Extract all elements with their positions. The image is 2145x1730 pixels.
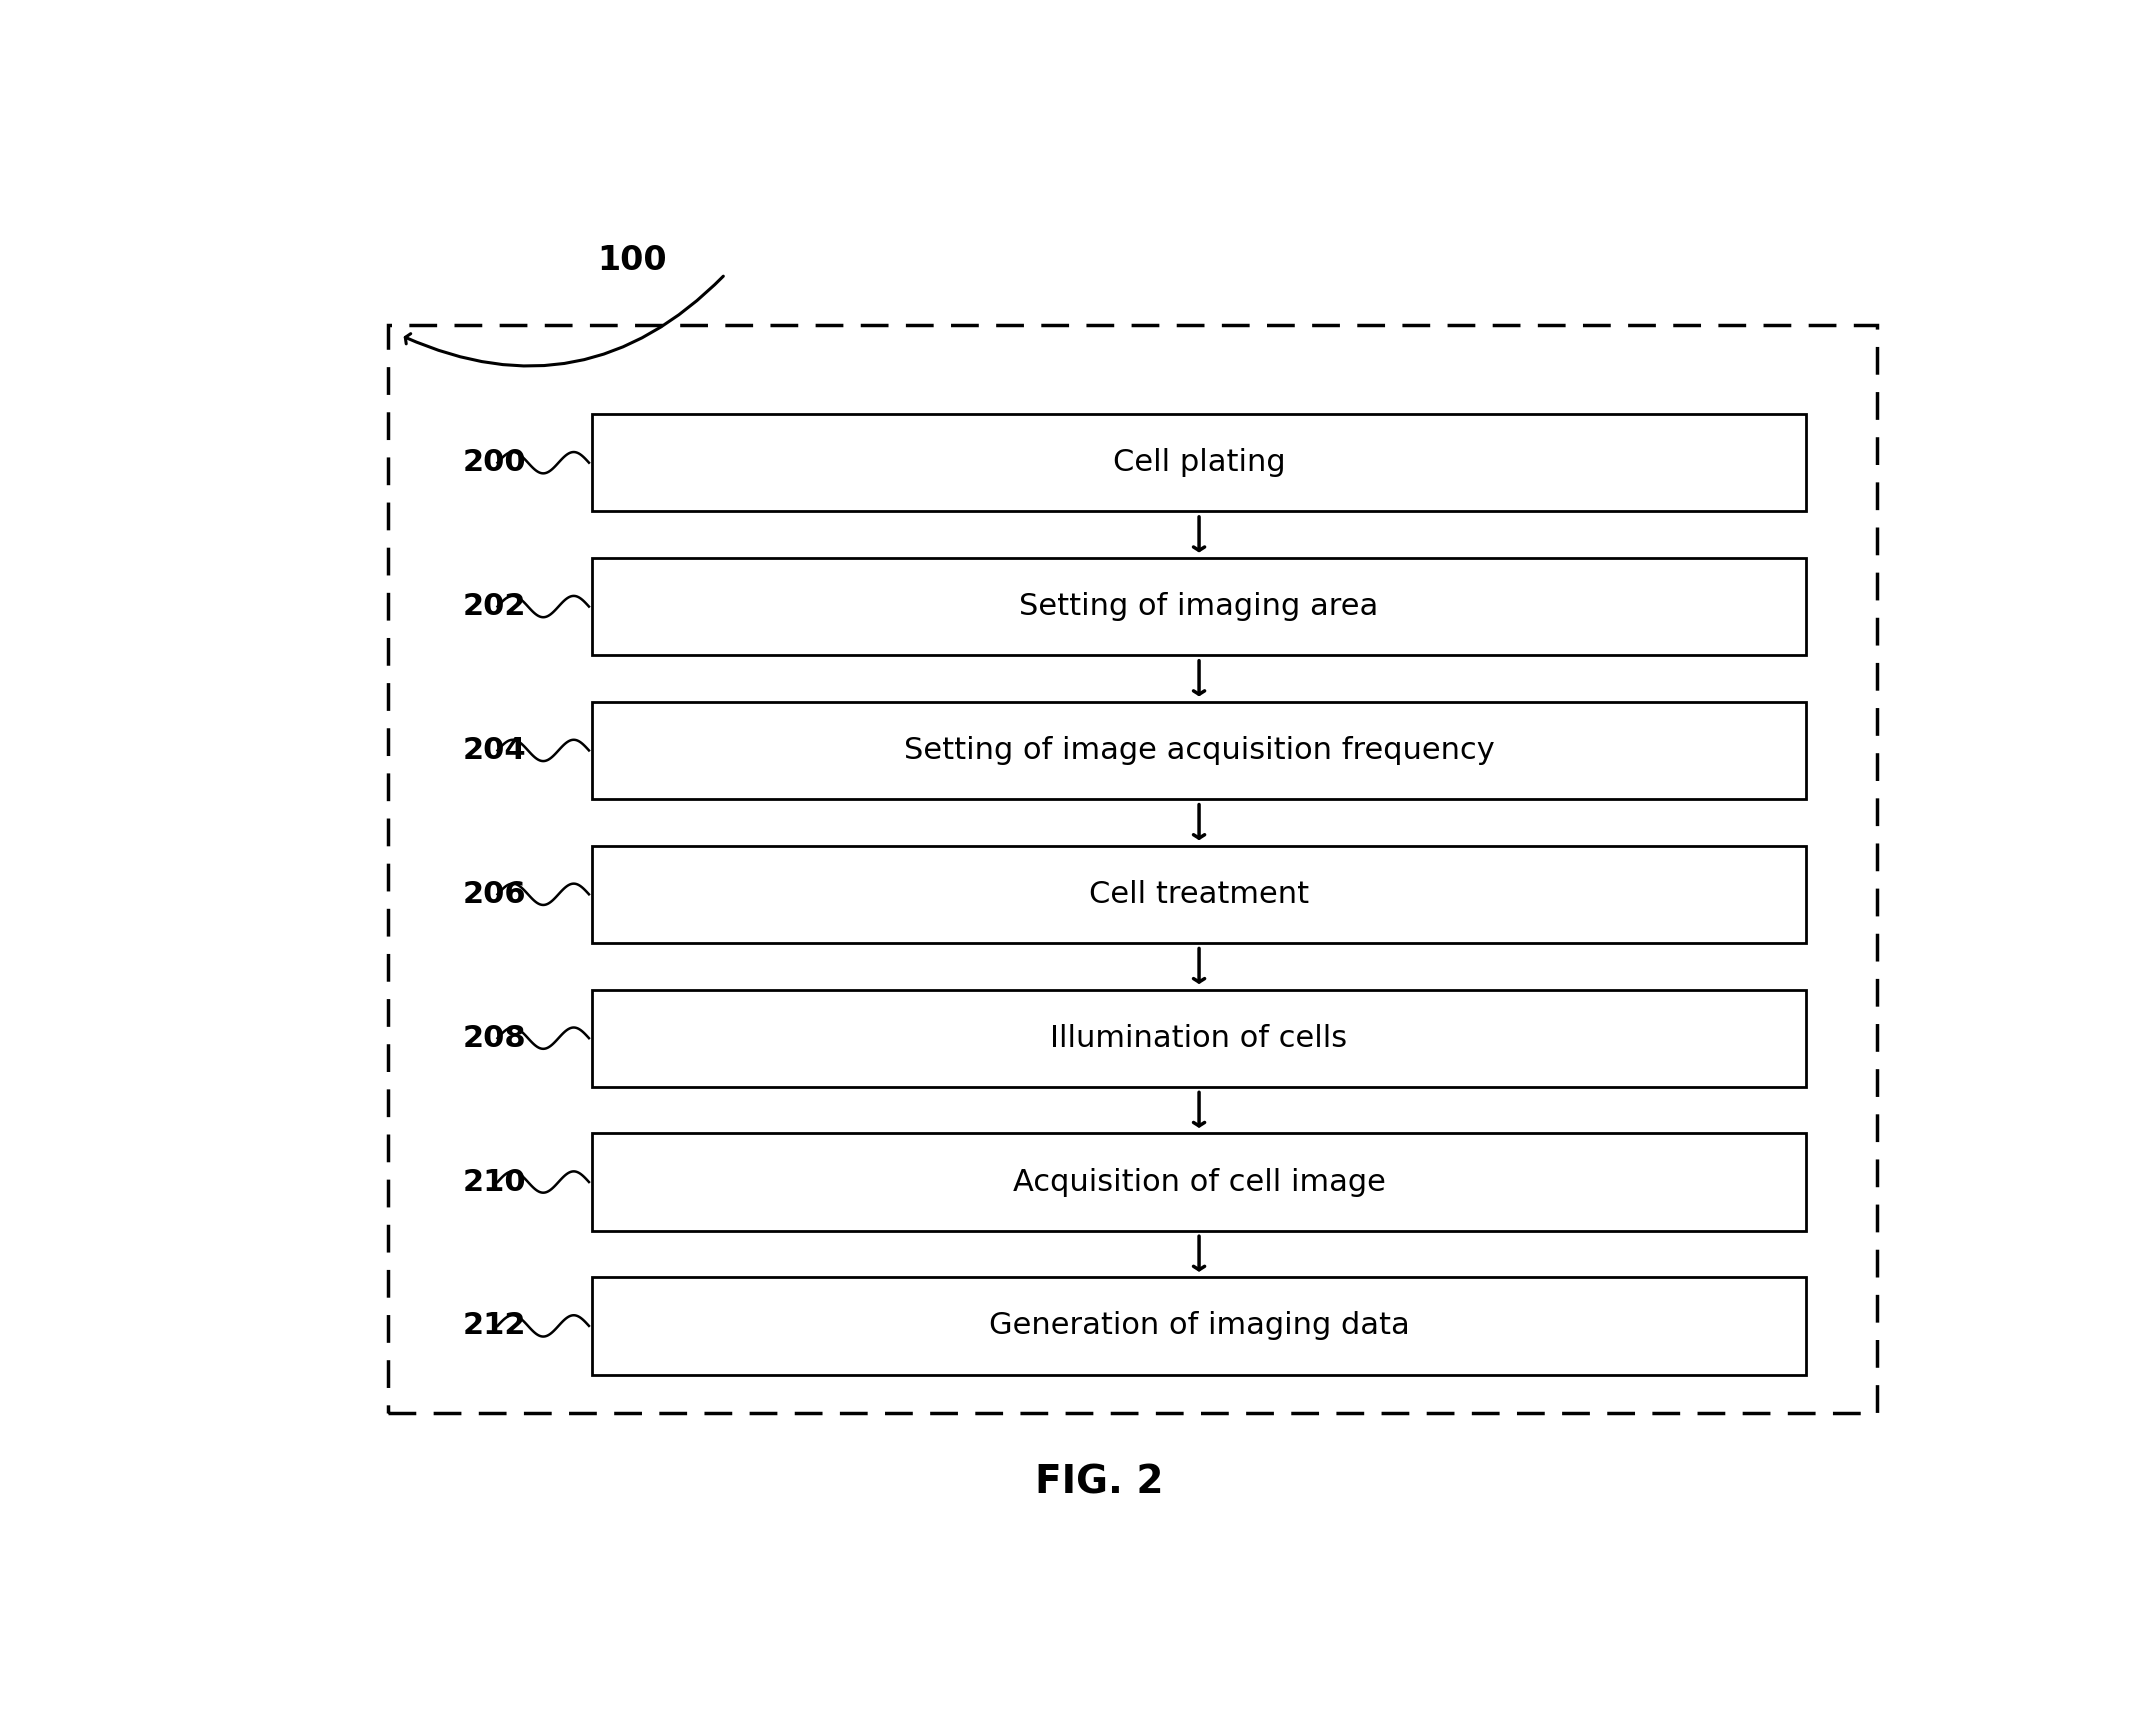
Bar [592,702,1806,799]
Text: Generation of imaging data: Generation of imaging data [989,1311,1409,1341]
Text: 204: 204 [461,735,526,765]
Text: 208: 208 [461,1024,526,1052]
Bar [592,559,1806,656]
Text: 100: 100 [598,244,667,277]
Bar [592,413,1806,512]
Text: Cell treatment: Cell treatment [1090,881,1308,908]
Text: Setting of imaging area: Setting of imaging area [1019,592,1379,621]
Bar [592,1277,1806,1375]
Text: Illumination of cells: Illumination of cells [1051,1024,1347,1052]
Text: 206: 206 [461,881,526,908]
Text: 202: 202 [463,592,526,621]
Text: FIG. 2: FIG. 2 [1036,1464,1163,1502]
Text: 210: 210 [461,1168,526,1197]
Text: 212: 212 [463,1311,526,1341]
Bar [388,325,1877,1413]
Text: 200: 200 [461,448,526,477]
Text: Cell plating: Cell plating [1113,448,1285,477]
Text: Acquisition of cell image: Acquisition of cell image [1012,1168,1386,1197]
Bar [592,1133,1806,1230]
Text: Setting of image acquisition frequency: Setting of image acquisition frequency [903,735,1495,765]
Bar [592,990,1806,1086]
Bar [592,846,1806,943]
